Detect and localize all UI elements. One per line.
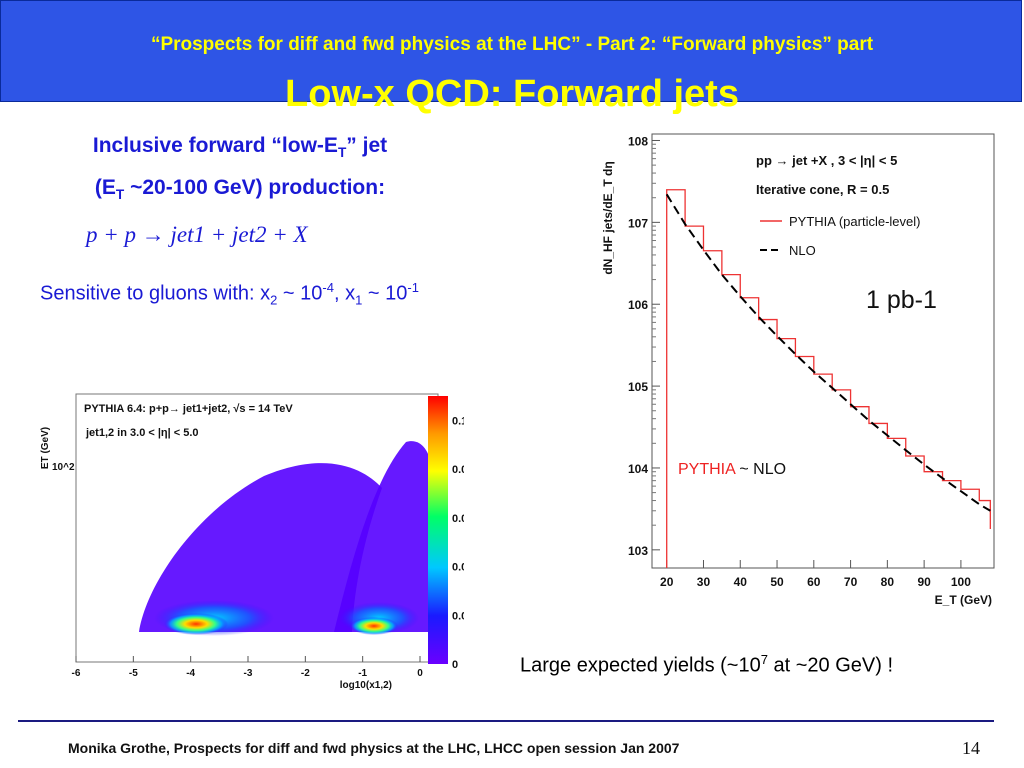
- heatmap-title: PYTHIA 6.4: p+p→ jet1+jet2, √s = 14 TeV: [84, 403, 293, 415]
- series-lines: [665, 189, 991, 568]
- y-tick-label: 103: [628, 544, 648, 558]
- plot-frame: [651, 133, 995, 569]
- colorbar: [428, 396, 448, 664]
- sensitivity-text: Sensitive to gluons with: x2 ~ 10-4, x1 …: [40, 280, 419, 308]
- series-nlo: [665, 193, 991, 512]
- density-region-left: [139, 463, 382, 632]
- title-banner: [0, 0, 1022, 102]
- heading-line-2: (ET ~20-100 GeV) production:: [94, 176, 386, 203]
- heatmap-x-ticks: -6 -5 -4 -3 -2 -1 0: [72, 656, 423, 679]
- heatmap-x-tick-label: -2: [301, 668, 310, 679]
- compare-annotation: PYTHIA ~ NLO: [678, 461, 786, 478]
- heatmap-ytick: 10^2: [52, 462, 75, 473]
- hotspot-right: [350, 617, 398, 635]
- chart-ylabel: dN_HF jets/dE_T dη: [601, 161, 615, 274]
- x-tick-label: 70: [844, 575, 858, 589]
- y-tick-label: 106: [628, 298, 648, 312]
- chart-title: pp → jet +X , 3 < |η| < 5: [756, 153, 897, 168]
- heatmap-subtitle: jet1,2 in 3.0 < |η| < 5.0: [85, 427, 199, 439]
- x-ticks: 20 30 40 50 60 70 80 90 100: [660, 560, 971, 589]
- x-tick-label: 50: [770, 575, 784, 589]
- et-spectrum-chart: dN_HF jets/dE_T dη pp → jet +X , 3 < |η|…: [601, 133, 995, 607]
- heatmap-xlabel: log10(x1,2): [340, 680, 392, 691]
- heading-line-1: Inclusive forward “low-ET” jet: [92, 134, 388, 161]
- legend-label-pythia: PYTHIA (particle-level): [789, 214, 920, 229]
- colorbar-tick-label: 0.1: [452, 415, 464, 427]
- heatmap-ylabel: ET (GeV): [40, 427, 51, 469]
- heatmap-x-tick-label: -4: [186, 668, 195, 679]
- chart-xlabel: E_T (GeV): [935, 593, 992, 607]
- y-tick-label: 104: [628, 462, 648, 476]
- colorbar-tick-label: 0.04: [452, 562, 464, 574]
- x-tick-label: 90: [917, 575, 931, 589]
- colorbar-tick-label: 0.02: [452, 610, 464, 622]
- x-tick-label: 60: [807, 575, 821, 589]
- chart-subtitle: Iterative cone, R = 0.5: [756, 182, 889, 197]
- y-tick-label: 108: [628, 134, 648, 148]
- footer-citation: Monika Grothe, Prospects for diff and fw…: [68, 740, 680, 756]
- heatmap-x-tick-label: 0: [417, 668, 423, 679]
- x-tick-label: 80: [881, 575, 895, 589]
- process-equation: p + p → jet1 + jet2 + X: [86, 222, 308, 247]
- colorbar-tick-label: 0: [452, 659, 458, 671]
- heatmap-x-tick-label: -1: [358, 668, 367, 679]
- x-tick-label: 30: [697, 575, 711, 589]
- hotspot-left: [164, 613, 228, 635]
- lumi-annotation: 1 pb-1: [866, 286, 937, 314]
- legend-label-nlo: NLO: [789, 243, 816, 258]
- heatmap-x-tick-label: -5: [129, 668, 138, 679]
- colorbar-tick-label: 0.08: [452, 464, 464, 476]
- heatmap-figure: PYTHIA 6.4: p+p→ jet1+jet2, √s = 14 TeV …: [40, 393, 464, 691]
- colorbar-tick-label: 0.06: [452, 513, 464, 525]
- footer-divider: [18, 720, 994, 722]
- slide-title: Low-x QCD: Forward jets: [285, 73, 739, 115]
- x-tick-label: 20: [660, 575, 674, 589]
- density-region-right: [334, 441, 432, 632]
- y-tick-label: 107: [628, 216, 648, 230]
- page-number: 14: [962, 738, 980, 758]
- x-tick-label: 100: [951, 575, 971, 589]
- y-tick-label: 105: [628, 380, 648, 394]
- heatmap-x-tick-label: -6: [72, 668, 81, 679]
- slide-subtitle: “Prospects for diff and fwd physics at t…: [150, 34, 874, 55]
- colorbar-ticks: 0 0.02 0.04 0.06 0.08 0.1: [452, 415, 464, 671]
- x-tick-label: 40: [734, 575, 748, 589]
- heatmap-x-tick-label: -3: [244, 668, 253, 679]
- y-ticks: 103 104 105 106 107 108: [628, 134, 660, 558]
- yields-note: Large expected yields (~107 at ~20 GeV) …: [520, 652, 894, 677]
